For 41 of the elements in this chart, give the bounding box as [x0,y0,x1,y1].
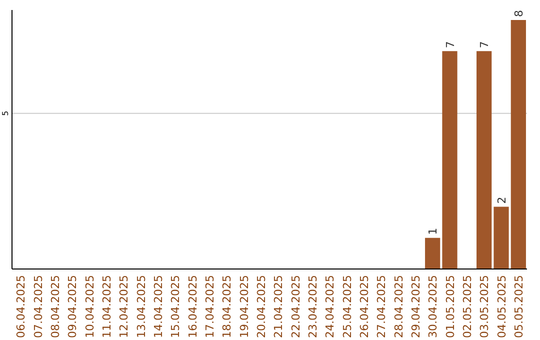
data-label: 7 [478,41,492,48]
data-label: 1 [426,228,440,235]
x-tick-label: 17.04.2025 [203,275,216,338]
y-tick-label: 5 [1,110,10,116]
x-tick-label: 01.05.2025 [444,275,457,338]
x-tick-label: 15.04.2025 [169,275,182,338]
x-tick-label: 28.04.2025 [392,275,406,338]
x-tick-label: 05.05.2025 [512,275,526,338]
bar [442,51,458,269]
x-tick-label: 12.04.2025 [118,275,131,338]
x-tick-label: 26.04.2025 [358,275,371,338]
x-tick-label: 20.04.2025 [254,275,268,338]
bar [425,238,440,269]
x-tick-label: 21.04.2025 [272,275,286,338]
x-tick-label: 23.04.2025 [306,275,320,338]
x-tick-label: 14.04.2025 [152,275,165,338]
x-tick-label: 25.04.2025 [340,275,354,338]
x-tick-label: 06.04.2025 [14,275,28,338]
x-tick-label: 27.04.2025 [375,275,388,338]
x-tick-label: 09.04.2025 [66,275,80,338]
bar [494,206,509,269]
data-label: 8 [512,10,526,17]
x-tick-label: 02.05.2025 [460,275,474,338]
data-label: 2 [495,196,508,204]
x-tick-label: 11.04.2025 [100,275,114,338]
x-tick-label: 08.04.2025 [48,275,62,338]
x-tick-label: 22.04.2025 [289,275,302,338]
bar [510,20,526,269]
x-tick-label: 03.05.2025 [478,275,492,338]
x-tick-label: 29.04.2025 [409,275,422,338]
x-tick-label: 24.04.2025 [324,275,337,338]
x-tick-label: 19.04.2025 [238,275,251,338]
x-tick-label: 04.05.2025 [495,275,508,338]
x-tick-label: 16.04.2025 [186,275,200,338]
x-tick-label: 13.04.2025 [134,275,148,338]
x-tick-label: 10.04.2025 [83,275,96,338]
data-label: 7 [444,41,457,48]
x-tick-label: 30.04.2025 [426,275,440,338]
bar [476,51,492,269]
x-tick-label: 07.04.2025 [32,275,45,338]
x-tick-label: 18.04.2025 [220,275,234,338]
